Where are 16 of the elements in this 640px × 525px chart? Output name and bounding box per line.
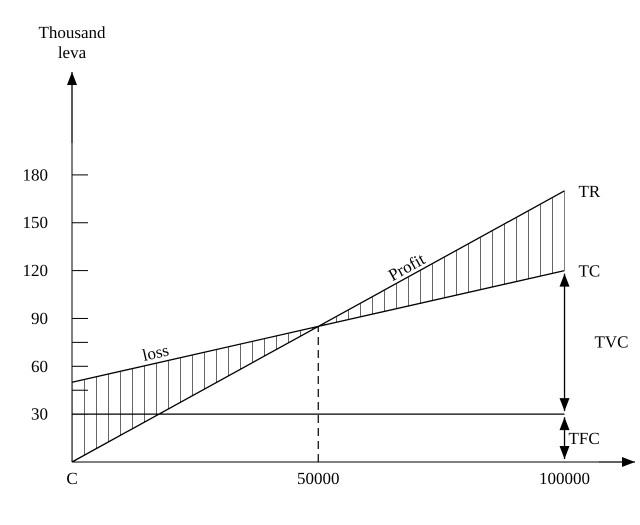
y-tick-label: 150 [22, 213, 48, 232]
x-tick-label: 100000 [539, 469, 590, 488]
y-tick-label: 30 [31, 404, 48, 424]
annotation: Profit [385, 249, 428, 285]
y-tick-label: 60 [31, 356, 48, 376]
y-axis-title: Thousand leva [38, 23, 106, 62]
y-tick-label: 90 [31, 308, 48, 328]
x-tick-label: C [66, 469, 78, 488]
x-tick-label: 50000 [297, 469, 340, 488]
y-tick-label: 120 [22, 261, 48, 280]
legend-label: TC [578, 262, 600, 281]
annotation: TVC [594, 332, 629, 352]
annotation: loss [140, 340, 171, 365]
series-label: TR [578, 182, 601, 201]
annotation: TFC [568, 429, 600, 448]
y-tick-label: 180 [22, 165, 48, 184]
